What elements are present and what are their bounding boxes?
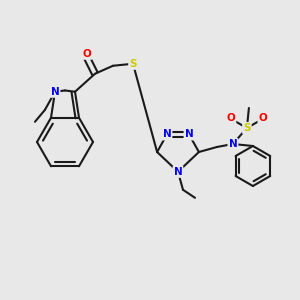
- Text: O: O: [259, 113, 267, 123]
- Text: N: N: [163, 129, 171, 140]
- Text: S: S: [243, 123, 251, 133]
- Text: N: N: [184, 129, 194, 140]
- Text: S: S: [129, 59, 137, 69]
- Text: O: O: [82, 49, 91, 59]
- Text: N: N: [51, 87, 59, 97]
- Text: O: O: [226, 113, 235, 123]
- Text: N: N: [174, 167, 182, 177]
- Text: N: N: [229, 139, 237, 149]
